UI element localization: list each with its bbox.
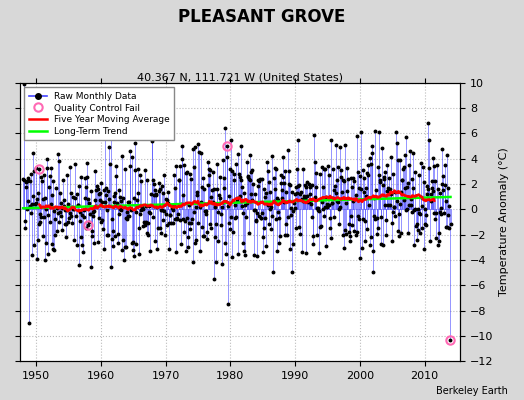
Text: Berkeley Earth: Berkeley Earth (436, 386, 508, 396)
Y-axis label: Temperature Anomaly (°C): Temperature Anomaly (°C) (499, 148, 509, 296)
Title: 40.367 N, 111.721 W (United States): 40.367 N, 111.721 W (United States) (137, 72, 343, 82)
Text: PLEASANT GROVE: PLEASANT GROVE (178, 8, 346, 26)
Legend: Raw Monthly Data, Quality Control Fail, Five Year Moving Average, Long-Term Tren: Raw Monthly Data, Quality Control Fail, … (25, 87, 174, 140)
